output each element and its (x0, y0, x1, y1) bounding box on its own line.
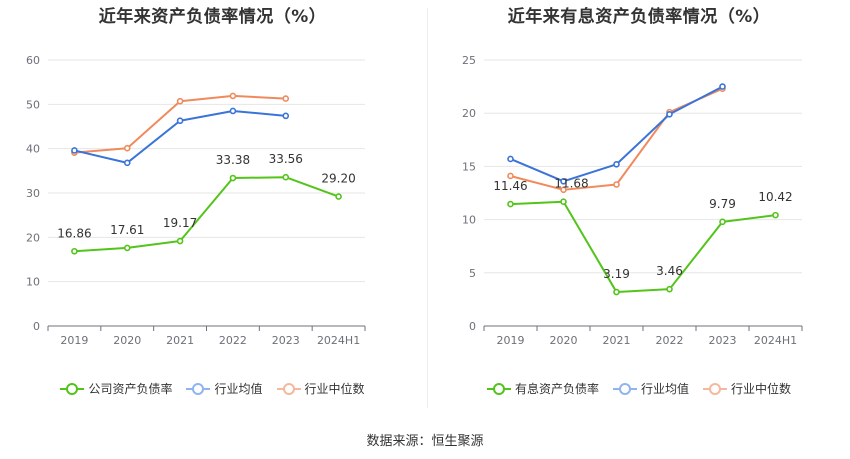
data-point-industry-median (123, 144, 131, 152)
y-tick-label: 20 (26, 231, 40, 244)
data-point-company (71, 247, 78, 255)
data-point-industry-avg (666, 110, 673, 118)
data-label: 11.46 (493, 179, 527, 193)
x-tick-label: 2021 (166, 334, 194, 347)
data-point-industry-median (560, 186, 567, 194)
series-line-company (510, 200, 776, 294)
data-label: 33.56 (269, 152, 303, 166)
y-tick-label: 20 (462, 107, 476, 120)
data-point-company (282, 173, 290, 181)
data-point-industry-avg (560, 177, 567, 185)
legend-item-industry-avg[interactable]: 行业均值 (612, 380, 689, 397)
y-tick-label: 0 (33, 320, 40, 333)
x-tick-label: 2022 (219, 334, 247, 347)
legend-marker-icon (703, 382, 727, 396)
data-point-industry-avg (613, 160, 620, 168)
data-label: 29.20 (321, 172, 355, 186)
data-label: 33.38 (216, 153, 250, 167)
legend-label: 公司资产负债率 (88, 382, 173, 396)
y-tick-label: 25 (462, 54, 476, 67)
data-source-note: 数据来源：恒生聚源 (366, 434, 484, 449)
data-point-company (335, 193, 342, 200)
legend-marker-icon (186, 382, 211, 396)
legend-item-industry-avg[interactable]: 行业均值 (186, 380, 263, 397)
legend-label: 有息资产负债率 (514, 382, 599, 396)
data-point-industry-median (282, 95, 290, 102)
data-point-company (507, 200, 514, 208)
data-point-industry-avg (507, 155, 514, 163)
data-point-company (123, 244, 131, 252)
x-tick-label: 2020 (550, 334, 578, 347)
data-label: 17.61 (110, 223, 144, 237)
data-point-industry-avg (229, 107, 237, 115)
data-point-company (176, 237, 184, 245)
panel-divider (427, 8, 428, 408)
x-tick-label: 2022 (656, 334, 684, 347)
data-point-industry-avg (123, 159, 131, 167)
series-line-company (74, 176, 339, 253)
legend-item-industry-median[interactable]: 行业中位数 (703, 380, 791, 397)
legend-label: 行业均值 (640, 382, 689, 396)
x-tick-label: 2024H1 (317, 334, 360, 347)
chart-title: 近年来有息资产负债率情况（%） (507, 7, 771, 27)
x-tick-label: 2023 (709, 334, 737, 347)
legend-marker-icon (60, 382, 85, 396)
y-tick-label: 15 (462, 160, 476, 173)
legend-item-company[interactable]: 公司资产负债率 (60, 380, 172, 397)
legend-item-company[interactable]: 有息资产负债率 (486, 380, 599, 397)
data-label: 3.19 (603, 267, 630, 281)
legend-label: 行业均值 (214, 382, 263, 396)
x-tick-label: 2024H1 (754, 334, 797, 347)
y-tick-label: 0 (469, 320, 476, 333)
chart-legend: 公司资产负债率 行业均值 行业中位数 (0, 380, 425, 397)
x-tick-label: 2019 (60, 334, 88, 347)
data-label: 16.86 (57, 226, 91, 240)
data-label: 11.68 (554, 177, 588, 191)
chart-plot-debt-ratio: 0 10 20 30 40 50 60 2019 2020 2021 2022 2023 2024H1 1… (26, 54, 366, 347)
y-tick-label: 10 (26, 276, 40, 289)
legend-marker-icon (612, 382, 637, 396)
data-point-industry-median (176, 97, 184, 105)
data-point-industry-avg (71, 147, 78, 154)
legend-label: 行业中位数 (731, 382, 792, 396)
data-point-industry-avg (719, 83, 726, 90)
data-point-company (666, 285, 673, 293)
legend-item-industry-median[interactable]: 行业中位数 (276, 380, 365, 397)
data-point-industry-avg (176, 117, 184, 125)
data-point-company (719, 218, 726, 226)
data-point-company (772, 211, 779, 219)
legend-marker-icon (486, 382, 511, 396)
legend-marker-icon (276, 382, 301, 396)
chart-panel-debt-ratio: 近年来资产负债率情况（%） 0 10 20 30 40 50 60 2019 2020 2021 2… (0, 0, 425, 420)
y-tick-label: 5 (469, 267, 476, 280)
data-point-company (613, 288, 620, 296)
x-tick-label: 2020 (113, 334, 141, 347)
x-tick-label: 2023 (272, 334, 300, 347)
data-label: 19.17 (163, 216, 197, 230)
y-tick-label: 10 (462, 214, 476, 227)
data-point-company (560, 198, 567, 206)
chart-panel-interest-debt-ratio: 近年来有息资产负债率情况（%） 0 5 10 15 20 25 2019 2020 2021 20… (428, 0, 850, 420)
x-tick-label: 2019 (497, 334, 525, 347)
data-label: 9.79 (709, 197, 736, 211)
data-point-industry-median (613, 181, 620, 188)
data-point-industry-median (507, 172, 514, 180)
y-tick-label: 60 (26, 54, 40, 67)
x-tick-label: 2021 (603, 334, 631, 347)
chart-legend: 有息资产负债率 行业均值 行业中位数 (428, 380, 850, 397)
data-point-industry-avg (282, 112, 290, 120)
data-point-industry-median (229, 92, 237, 100)
data-label: 3.46 (656, 264, 683, 278)
chart-title: 近年来资产负债率情况（%） (98, 7, 327, 27)
data-point-company (229, 174, 237, 182)
legend-label: 行业中位数 (304, 382, 365, 396)
y-tick-label: 50 (26, 98, 40, 111)
data-label: 10.42 (758, 190, 792, 204)
y-tick-label: 40 (26, 143, 40, 156)
y-tick-label: 30 (26, 187, 40, 200)
chart-plot-interest-debt-ratio: 0 5 10 15 20 25 2019 2020 2021 2022 2023 2024H1 11.4… (462, 54, 803, 347)
